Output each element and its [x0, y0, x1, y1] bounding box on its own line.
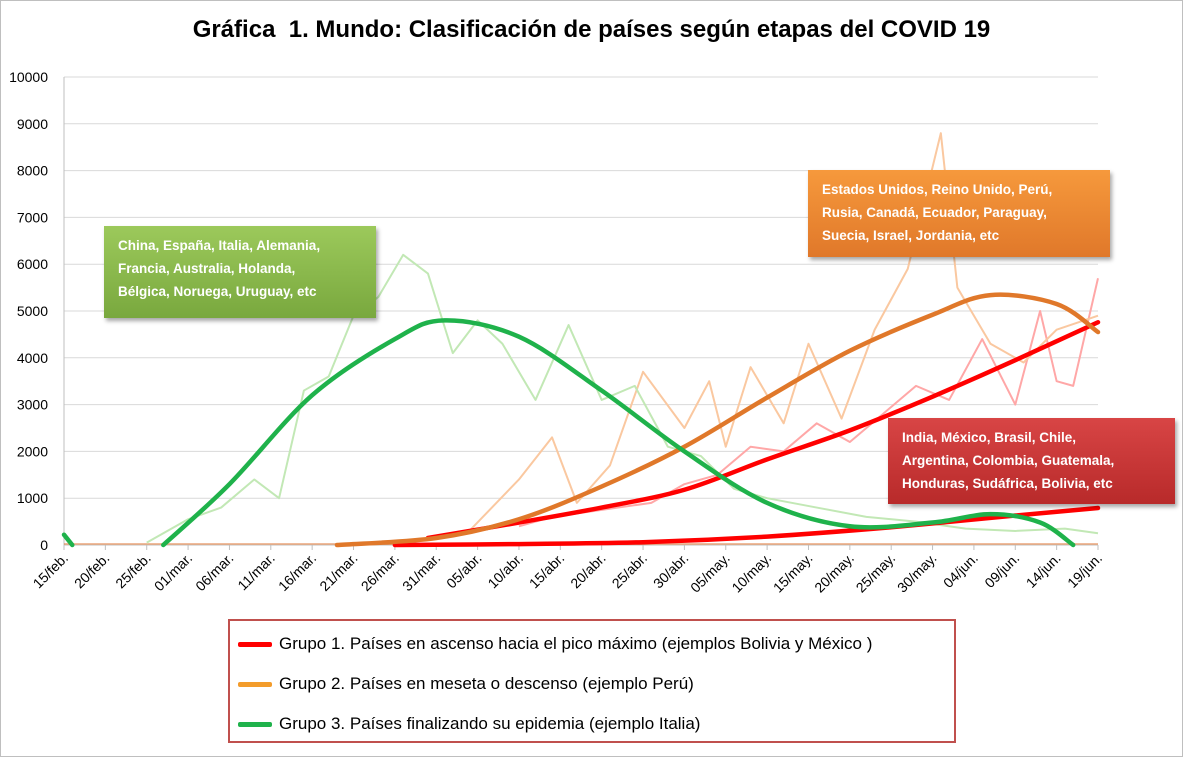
legend-item-grupo1: Grupo 1. Países en ascenso hacia el pico…	[238, 631, 872, 657]
x-tick-label: 15/abr.	[526, 550, 568, 592]
y-tick-label: 5000	[17, 303, 48, 319]
legend-label: Grupo 3. Países finalizando su epidemia …	[279, 714, 701, 733]
x-tick-label: 26/mar.	[358, 550, 402, 594]
daily-series-line	[518, 278, 1099, 528]
annotation-line: Estados Unidos, Reino Unido, Perú,	[822, 182, 1053, 197]
trend-series-line	[161, 318, 1076, 548]
x-tick-label: 25/feb.	[112, 550, 154, 592]
x-tick-label: 20/feb.	[71, 550, 113, 592]
x-tick-label: 01/mar.	[151, 550, 195, 594]
y-tick-label: 6000	[17, 256, 48, 272]
chart-title: Gráfica 1. Mundo: Clasificación de paíse…	[192, 16, 991, 43]
annotation-line: China, España, Italia, Alemania,	[118, 238, 321, 253]
y-tick-label: 1000	[17, 490, 48, 506]
x-tick-label: 05/may.	[687, 550, 733, 596]
y-tick-label: 3000	[17, 397, 48, 413]
x-tick-label: 06/mar.	[192, 550, 236, 594]
x-tick-label: 04/jun.	[940, 550, 981, 591]
annotation-line: India, México, Brasil, Chile,	[902, 430, 1077, 445]
y-tick-label: 4000	[17, 350, 48, 366]
trend-series-line	[334, 292, 1101, 548]
x-tick-label: 31/mar.	[399, 550, 443, 594]
annotation-grupo3-countries: China, España, Italia, Alemania, Francia…	[104, 226, 376, 318]
x-tick-label: 20/abr.	[567, 550, 609, 592]
x-tick-label: 19/jun.	[1064, 550, 1105, 591]
x-tick-label: 10/abr.	[484, 550, 526, 592]
x-tick-label: 05/abr.	[443, 550, 485, 592]
x-tick-label: 15/feb.	[30, 550, 72, 592]
x-tick-label: 14/jun.	[1023, 550, 1064, 591]
legend-label: Grupo 2. Países en meseta o descenso (ej…	[279, 674, 694, 693]
x-tick-label: 16/mar.	[275, 550, 319, 594]
annotation-line: Suecia, Israel, Jordania, etc	[822, 228, 1000, 243]
legend-swatch	[238, 641, 272, 647]
x-tick-label: 21/mar.	[316, 550, 360, 594]
annotation-line: Rusia, Canadá, Ecuador, Paraguay,	[822, 205, 1047, 220]
x-tick-label: 25/may.	[853, 550, 899, 596]
legend-item-grupo2: Grupo 2. Países en meseta o descenso (ej…	[238, 671, 694, 697]
trend-series-line	[61, 532, 75, 548]
x-tick-label: 15/may.	[770, 550, 816, 596]
legend-swatch	[238, 681, 272, 687]
annotation-line: Honduras, Sudáfrica, Bolivia, etc	[902, 476, 1113, 491]
legend-swatch	[238, 721, 272, 727]
y-tick-label: 7000	[17, 209, 48, 225]
x-tick-label: 10/may.	[728, 550, 774, 596]
x-tick-label: 25/abr.	[609, 550, 651, 592]
y-tick-label: 8000	[17, 163, 48, 179]
y-tick-label: 9000	[17, 116, 48, 132]
x-tick-label: 09/jun.	[981, 550, 1022, 591]
y-tick-label: 2000	[17, 443, 48, 459]
trend-series-line	[425, 319, 1101, 541]
annotation-line: Francia, Australia, Holanda,	[118, 261, 296, 276]
x-tick-label: 30/may.	[894, 550, 940, 596]
legend-label: Grupo 1. Países en ascenso hacia el pico…	[279, 634, 873, 653]
y-tick-label: 0	[40, 537, 48, 553]
annotation-line: Bélgica, Noruega, Uruguay, etc	[118, 284, 317, 299]
annotation-grupo1-countries: India, México, Brasil, Chile, Argentina,…	[888, 418, 1175, 504]
x-tick-label: 30/abr.	[650, 550, 692, 592]
annotation-line: Argentina, Colombia, Guatemala,	[902, 453, 1115, 468]
chart-legend: Grupo 1. Países en ascenso hacia el pico…	[228, 619, 956, 743]
annotation-grupo2-countries: Estados Unidos, Reino Unido, Perú, Rusia…	[808, 170, 1110, 257]
x-tick-label: 11/mar.	[234, 550, 278, 594]
x-tick-label: 20/may.	[811, 550, 857, 596]
y-tick-label: 10000	[9, 69, 48, 85]
daily-series-line	[146, 253, 1099, 544]
legend-item-grupo3: Grupo 3. Países finalizando su epidemia …	[238, 711, 700, 737]
